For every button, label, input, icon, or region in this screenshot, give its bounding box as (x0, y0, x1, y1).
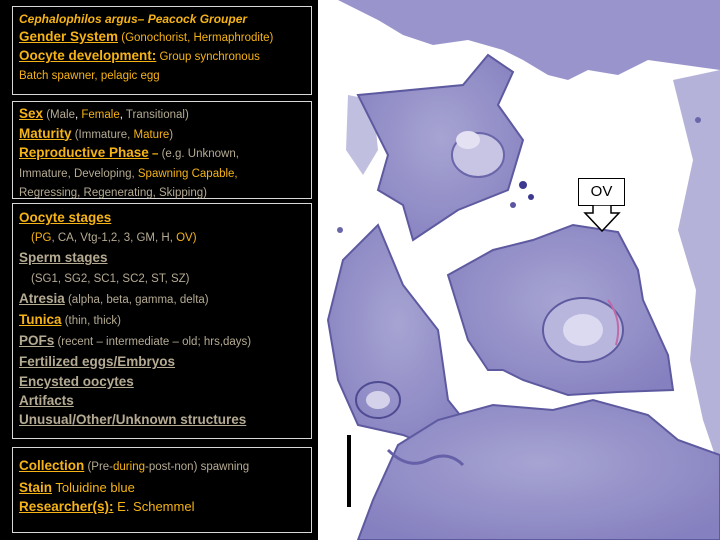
sex-label: Sex (19, 106, 44, 121)
fertilized-eggs-label: Fertilized eggs/Embryos (19, 354, 176, 370)
sex-open: (Male (43, 109, 75, 121)
sex-sep-1: , (74, 109, 82, 121)
pofs-label: POFs (19, 333, 55, 349)
oocyte-stages-label: Oocyte stages (19, 210, 112, 225)
oocyte-development-value: Group synchronous (156, 51, 260, 63)
oocyte-stages-close: ) (192, 232, 197, 245)
artifacts-label: Artifacts (19, 392, 74, 408)
stain-value: Toluidine blue (52, 479, 135, 495)
oocyte-development-label: Oocyte development: (19, 48, 157, 63)
reproductive-phase-list-1: Immature, Developing, (19, 167, 138, 180)
encysted-oocytes-label: Encysted oocytes (19, 373, 134, 389)
tunica-values: (thin, thick) (61, 315, 121, 328)
collection-during: during (113, 461, 145, 473)
unusual-structures-label: Unusual/Other/Unknown structures (19, 412, 247, 428)
oocyte-stages-list: , CA, Vtg-1,2, 3, GM, H, (51, 232, 177, 245)
scale-bar (347, 435, 351, 507)
reproductive-phase-label: Reproductive Phase (19, 145, 149, 160)
collection-open: (Pre- (84, 461, 114, 473)
atresia-label: Atresia (19, 290, 65, 306)
sex-sep-2: , (119, 109, 126, 121)
atresia-values: (alpha, beta, gamma, delta) (64, 293, 209, 306)
tunica-label: Tunica (19, 312, 62, 328)
maturity-mature: Mature (133, 128, 170, 141)
collection-label: Collection (19, 458, 85, 473)
species-info-panel: Cephalophilos argus– Peacock Grouper Gen… (12, 6, 312, 95)
oocyte-stage-pg: PG (34, 232, 52, 245)
classification-panel: Sex (Male, Female, Transitional) Maturit… (12, 101, 312, 199)
sperm-stages-label: Sperm stages (19, 250, 108, 266)
histology-micrograph (318, 0, 720, 540)
reproductive-phase-dash: – (148, 148, 162, 160)
micrograph-tissue (326, 0, 720, 540)
stain-label: Stain (19, 479, 53, 495)
collection-rest: -post-non) spawning (144, 461, 250, 473)
sex-female: Female (81, 109, 120, 121)
pofs-values: (recent – intermediate – old; hrs,days) (54, 336, 252, 349)
maturity-label: Maturity (19, 125, 72, 141)
researcher-label: Researcher(s): (19, 499, 114, 514)
ov-annotation-arrow (583, 205, 621, 233)
reproductive-phase-spawning: Spawning Capable, (137, 167, 238, 180)
species-name: Cephalophilos argus– Peacock Grouper (19, 12, 248, 26)
sex-transitional: Transitional) (125, 109, 189, 121)
structures-panel: Oocyte stages (PG, CA, Vtg-1,2, 3, GM, H… (12, 203, 312, 439)
gender-system-value: (Gonochorist, Hermaphrodite) (118, 32, 274, 44)
spawning-mode-value: Batch spawner, pelagic egg (19, 70, 160, 82)
researcher-value: E. Schemmel (113, 499, 195, 514)
ov-annotation-label: OV (578, 178, 625, 206)
reproductive-phase-list-2: Regressing, Regenerating, Skipping) (19, 187, 207, 199)
reproductive-phase-open: (e.g. Unknown, (161, 148, 239, 160)
oocyte-stages-open: ( (31, 232, 35, 245)
maturity-open: (Immature, (71, 128, 134, 141)
oocyte-stage-ov: OV (176, 232, 193, 245)
collection-panel: Collection (Pre-during-post-non) spawnin… (12, 447, 312, 533)
maturity-close: ) (169, 128, 174, 141)
sperm-stages-list: (SG1, SG2, SC1, SC2, ST, SZ) (31, 272, 190, 285)
gender-system-label: Gender System (19, 29, 119, 44)
